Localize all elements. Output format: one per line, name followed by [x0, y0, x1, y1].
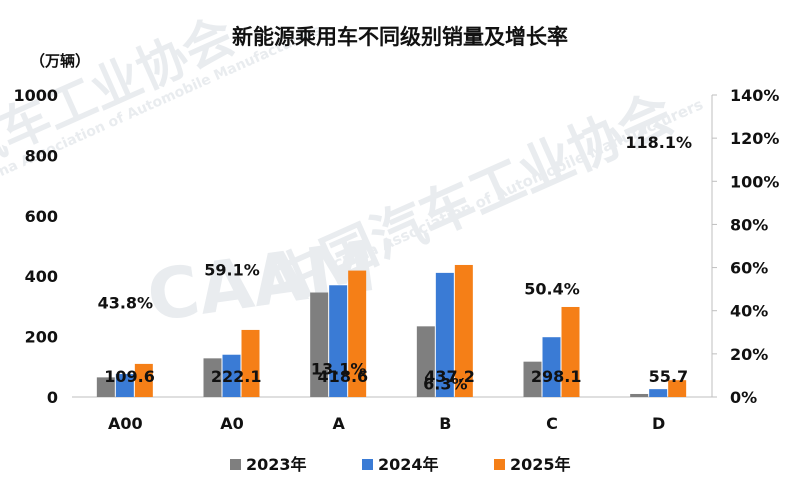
data-labels: 109.6 43.8% 222.1 59.1% 418.613.1% 437.26.3% 2…: [98, 133, 692, 393]
x-tick-label: A0: [220, 414, 244, 433]
bar-2024年-D: [649, 389, 668, 397]
x-tick-label: A: [332, 414, 345, 433]
bar-2023年-B: [416, 326, 435, 397]
y-right-tick-label: 120%: [730, 129, 779, 148]
bar-2025年-A00: [134, 363, 153, 397]
axes: 0 200 400 600 800 1000 0% 20% 40% 60% 80% 100% 120% 1…: [13, 86, 779, 433]
x-tick-label: B: [439, 414, 451, 433]
bar-2025年-D: [668, 380, 687, 397]
growth-rate-label: 59.1%: [204, 261, 260, 280]
y-left-tick-label: 600: [25, 207, 58, 226]
bar-2023年-A: [310, 292, 329, 397]
growth-rate-label: 118.1%: [625, 133, 692, 152]
bar-2025年-B: [454, 264, 473, 397]
value-label: 298.1: [531, 367, 582, 386]
watermark-text-en: China Association of Automobile Manufact…: [330, 95, 706, 275]
y-right-tick-label: 0%: [730, 388, 757, 407]
legend-label: 2024年: [378, 455, 439, 474]
y-left-tick-label: 1000: [13, 86, 58, 105]
legend-swatch: [230, 459, 241, 470]
value-label: 109.6: [104, 367, 155, 386]
y-left-tick-label: 200: [25, 328, 58, 347]
legend-swatch: [362, 459, 373, 470]
value-label: 222.1: [211, 367, 262, 386]
growth-rate-label: 43.8%: [98, 294, 154, 313]
y-left-tick-label: 0: [47, 388, 58, 407]
y-right-tick-label: 80%: [730, 215, 768, 234]
growth-rate-label: 13.1%: [311, 360, 367, 379]
legend-swatch: [494, 459, 505, 470]
y-right-tick-label: 140%: [730, 86, 779, 105]
y-right-tick-label: 100%: [730, 172, 779, 191]
chart-title: 新能源乘用车不同级别销量及增长率: [232, 25, 568, 49]
legend-label: 2025年: [510, 455, 571, 474]
x-tick-label: C: [546, 414, 558, 433]
bar-2024年-A0: [222, 354, 241, 397]
y-left-tick-label: 400: [25, 267, 58, 286]
y-left-unit-label: （万辆）: [30, 52, 90, 70]
legend-label: 2023年: [246, 455, 307, 474]
value-label: 55.7: [649, 367, 688, 386]
x-tick-label: D: [652, 414, 665, 433]
bar-2024年-B: [435, 272, 454, 397]
bar-2024年-A: [329, 285, 348, 397]
bar-2025年-A0: [241, 329, 260, 397]
value-label: 437.2: [424, 367, 475, 386]
growth-rate-label: 50.4%: [524, 279, 580, 298]
bar-2023年-D: [630, 393, 649, 397]
bar-2023年-A00: [96, 377, 115, 397]
bar-2024年-A00: [115, 374, 134, 397]
bar-2024年-C: [542, 337, 561, 397]
value-label: 418.6: [318, 367, 369, 386]
y-right-tick-label: 60%: [730, 259, 768, 278]
x-tick-label: A00: [108, 414, 143, 433]
bar-2025年-A: [348, 270, 367, 397]
bar-2023年-C: [523, 361, 542, 397]
y-right-tick-label: 20%: [730, 345, 768, 364]
y-right-tick-label: 40%: [730, 302, 768, 321]
bar-2025年-C: [561, 306, 580, 397]
y-left-tick-label: 800: [25, 146, 58, 165]
bar-2023年-A0: [203, 358, 222, 397]
legend: 2023年 2024年 2025年: [230, 455, 571, 474]
bars: [96, 264, 687, 397]
growth-rate-label: 6.3%: [423, 374, 467, 393]
